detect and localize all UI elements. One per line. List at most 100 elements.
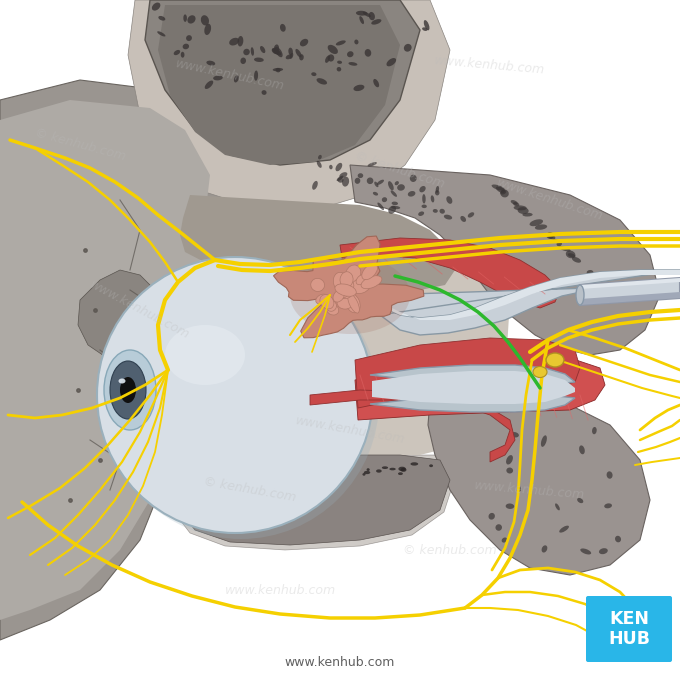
Ellipse shape — [362, 12, 371, 17]
Ellipse shape — [254, 470, 260, 473]
Ellipse shape — [347, 51, 354, 57]
Ellipse shape — [361, 276, 382, 289]
Ellipse shape — [300, 39, 308, 46]
Ellipse shape — [568, 253, 575, 258]
Ellipse shape — [398, 473, 403, 475]
Circle shape — [103, 263, 379, 539]
Polygon shape — [0, 80, 230, 640]
Ellipse shape — [273, 68, 283, 71]
Ellipse shape — [572, 257, 581, 262]
Ellipse shape — [418, 211, 424, 216]
Ellipse shape — [341, 469, 345, 474]
Ellipse shape — [592, 276, 600, 280]
Ellipse shape — [356, 11, 367, 16]
Ellipse shape — [356, 274, 367, 285]
Ellipse shape — [420, 186, 426, 192]
Polygon shape — [0, 100, 210, 620]
Ellipse shape — [260, 46, 265, 53]
Polygon shape — [580, 278, 680, 305]
Polygon shape — [166, 455, 455, 550]
Text: www.kenhub.com: www.kenhub.com — [174, 57, 286, 93]
Ellipse shape — [336, 40, 345, 46]
Polygon shape — [180, 195, 455, 290]
Text: www.kenhub.com: www.kenhub.com — [285, 656, 395, 670]
Ellipse shape — [320, 294, 334, 309]
Ellipse shape — [316, 78, 327, 84]
Ellipse shape — [333, 290, 345, 302]
Ellipse shape — [158, 16, 165, 20]
Ellipse shape — [324, 472, 330, 477]
Ellipse shape — [511, 432, 519, 437]
Ellipse shape — [262, 90, 267, 95]
Ellipse shape — [337, 67, 341, 71]
Ellipse shape — [424, 20, 430, 31]
Ellipse shape — [364, 471, 371, 474]
Ellipse shape — [376, 469, 381, 473]
Ellipse shape — [496, 524, 502, 531]
Ellipse shape — [500, 190, 509, 197]
Ellipse shape — [606, 288, 615, 294]
Ellipse shape — [251, 47, 254, 56]
Text: www.kenhub.com: www.kenhub.com — [434, 54, 546, 76]
Ellipse shape — [337, 282, 356, 298]
Ellipse shape — [517, 486, 521, 492]
Ellipse shape — [615, 536, 621, 543]
Ellipse shape — [312, 181, 318, 190]
Ellipse shape — [152, 3, 160, 11]
Ellipse shape — [559, 246, 571, 252]
Ellipse shape — [410, 175, 417, 182]
Ellipse shape — [255, 476, 262, 479]
Ellipse shape — [280, 24, 286, 32]
Ellipse shape — [338, 472, 344, 475]
Ellipse shape — [517, 207, 528, 214]
Ellipse shape — [607, 471, 613, 479]
Ellipse shape — [559, 526, 569, 532]
Ellipse shape — [500, 190, 507, 194]
Ellipse shape — [335, 284, 356, 296]
Ellipse shape — [275, 47, 283, 57]
Ellipse shape — [556, 241, 562, 246]
Ellipse shape — [373, 79, 379, 87]
Ellipse shape — [506, 503, 514, 509]
Ellipse shape — [313, 469, 317, 473]
Ellipse shape — [439, 209, 445, 214]
Ellipse shape — [337, 61, 342, 64]
Ellipse shape — [533, 367, 547, 377]
Ellipse shape — [328, 45, 338, 54]
Ellipse shape — [386, 58, 396, 67]
Ellipse shape — [502, 537, 507, 543]
Ellipse shape — [351, 278, 371, 294]
Ellipse shape — [398, 466, 406, 471]
Ellipse shape — [235, 464, 239, 469]
Ellipse shape — [173, 50, 180, 55]
Ellipse shape — [317, 160, 322, 168]
Ellipse shape — [377, 203, 384, 210]
Ellipse shape — [392, 201, 398, 205]
Ellipse shape — [339, 288, 352, 299]
Ellipse shape — [329, 165, 333, 169]
Ellipse shape — [592, 277, 605, 282]
Ellipse shape — [288, 48, 293, 55]
Ellipse shape — [345, 265, 361, 283]
Ellipse shape — [325, 55, 330, 63]
Ellipse shape — [429, 464, 433, 467]
Ellipse shape — [184, 14, 187, 22]
Ellipse shape — [362, 264, 377, 279]
Ellipse shape — [577, 498, 583, 503]
Ellipse shape — [362, 473, 366, 476]
Polygon shape — [380, 270, 680, 335]
Text: © kenhub.com: © kenhub.com — [354, 150, 447, 190]
Ellipse shape — [422, 194, 426, 203]
Ellipse shape — [580, 549, 591, 554]
Polygon shape — [128, 0, 450, 210]
Ellipse shape — [547, 234, 556, 239]
Text: KEN
HUB: KEN HUB — [608, 610, 650, 648]
Ellipse shape — [390, 468, 396, 471]
Polygon shape — [145, 0, 420, 165]
Ellipse shape — [468, 212, 474, 218]
Ellipse shape — [605, 503, 612, 509]
Ellipse shape — [326, 304, 339, 315]
Polygon shape — [78, 270, 165, 360]
Ellipse shape — [367, 177, 373, 184]
Ellipse shape — [507, 468, 513, 473]
